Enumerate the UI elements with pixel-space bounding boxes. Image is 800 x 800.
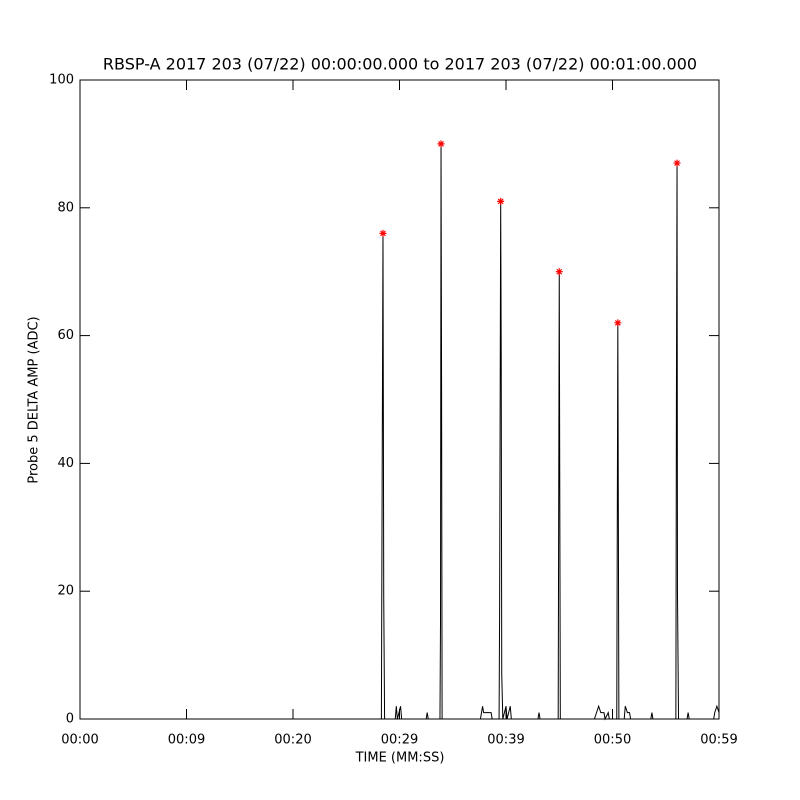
peak-marker <box>673 159 681 167</box>
peak-marker <box>497 197 505 205</box>
y-tick-label: 40 <box>57 456 74 471</box>
y-axis-label: Probe 5 DELTA AMP (ADC) <box>27 316 42 483</box>
x-tick-label: 00:59 <box>700 733 737 748</box>
y-tick-label: 0 <box>66 712 74 727</box>
x-tick-label: 00:20 <box>274 733 311 748</box>
x-tick-label: 00:39 <box>487 733 524 748</box>
x-axis-label: TIME (MM:SS) <box>355 751 445 766</box>
x-tick-label: 00:50 <box>594 733 631 748</box>
x-tick-label: 00:09 <box>168 733 205 748</box>
peak-marker <box>379 229 387 237</box>
y-tick-label: 20 <box>57 584 74 599</box>
y-tick-label: 80 <box>57 200 74 215</box>
chart-title: RBSP-A 2017 203 (07/22) 00:00:00.000 to … <box>103 55 697 74</box>
data-line <box>80 143 720 721</box>
y-tick-label: 60 <box>57 328 74 343</box>
peak-marker <box>555 268 563 276</box>
x-tick-label: 00:00 <box>61 733 98 748</box>
y-tick-label: 100 <box>49 73 74 88</box>
peak-marker <box>437 140 445 148</box>
x-tick-label: 00:29 <box>381 733 418 748</box>
peak-marker <box>614 319 622 327</box>
